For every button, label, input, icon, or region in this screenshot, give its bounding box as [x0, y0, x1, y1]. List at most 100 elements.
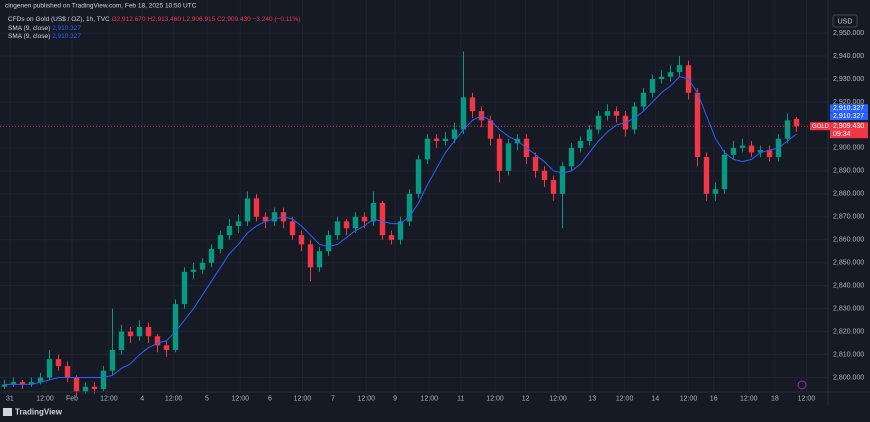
ohlc: O2,912.670 H2,913.460 L2,906.915 C2,909.…: [112, 16, 301, 23]
y-tick-label: 2,870.000: [833, 214, 864, 221]
sma-name: SMA (9, close): [8, 25, 50, 32]
sma-line: [4, 76, 797, 385]
legend-symbol: CFDs on Gold (US$ / OZ), 1h, TVC O2,912.…: [8, 16, 300, 23]
candle-body: [46, 359, 53, 378]
candle-body: [91, 386, 98, 390]
logo: [3, 408, 12, 416]
symbol-tag-label: GOLD: [812, 124, 830, 130]
candle-body: [10, 382, 17, 385]
candle-body: [442, 138, 449, 142]
candle-body: [262, 216, 269, 222]
candle-body: [298, 235, 305, 245]
candle-body: [649, 78, 656, 93]
x-tick-label: Feb: [66, 395, 78, 402]
currency: USD: [838, 18, 853, 25]
candle-body: [388, 235, 395, 240]
candle-body: [154, 336, 161, 346]
currency-box[interactable]: [832, 14, 858, 28]
candle-body: [316, 251, 323, 268]
sma-price-tag: [830, 112, 868, 121]
x-tick-label: 12:00: [100, 395, 118, 402]
legend-sma: SMA (9, close) 2,910.327: [8, 25, 81, 32]
countdown-label: 09:34: [833, 131, 851, 138]
candle-body: [55, 359, 62, 367]
candle-body: [577, 141, 584, 148]
candle-body: [469, 97, 476, 112]
x-tick-label: 12:00: [486, 395, 504, 402]
legend-sma: SMA (9, close) 2,910.327: [8, 33, 81, 40]
x-tick-label: 4: [140, 395, 144, 402]
candle-body: [136, 327, 143, 337]
sma-value: 2,910.327: [52, 33, 81, 40]
x-tick-label: 16: [710, 395, 718, 402]
x-tick-label: 12:00: [549, 395, 567, 402]
candle-body: [460, 97, 467, 130]
y-tick-label: 2,810.000: [833, 351, 864, 358]
y-tick-label: 2,880.000: [833, 191, 864, 198]
candle-body: [190, 269, 197, 272]
candle-body: [550, 180, 557, 194]
candle-body: [334, 221, 341, 236]
y-tick-label: 2,920.000: [833, 99, 864, 106]
candle-body: [406, 193, 413, 222]
candle-body: [217, 235, 224, 249]
candle-body: [667, 72, 674, 77]
x-tick-label: 12: [522, 395, 530, 402]
x-tick-label: 12:00: [680, 395, 698, 402]
x-tick-label: 12:00: [616, 395, 634, 402]
sma-price-label: 2,910.327: [833, 105, 864, 112]
x-tick-label: 7: [331, 395, 335, 402]
x-tick-label: 12:00: [740, 395, 758, 402]
candle-body: [244, 198, 251, 222]
candle-body: [235, 221, 242, 226]
y-tick-label: 2,840.000: [833, 283, 864, 290]
candle-body: [118, 331, 125, 350]
x-tick-label: 5: [205, 395, 209, 402]
sma-price-label: 2,910.327: [833, 113, 864, 120]
x-tick-label: 12:00: [36, 395, 54, 402]
candle-body: [748, 145, 755, 153]
candle-body: [730, 147, 737, 155]
candle-body: [757, 150, 764, 153]
candle-body: [424, 138, 431, 160]
event-icon[interactable]: [797, 380, 807, 390]
candle-body: [505, 143, 512, 171]
candle-body: [784, 120, 791, 139]
candle-body: [379, 203, 386, 236]
sma-value: 2,910.327: [52, 25, 81, 32]
candle-body: [604, 111, 611, 116]
candle-body: [82, 386, 89, 392]
candle-body: [199, 262, 206, 270]
x-tick-label: 31: [6, 395, 14, 402]
last-price-tag: [830, 122, 868, 139]
candle-body: [712, 189, 719, 194]
candle-body: [595, 115, 602, 130]
candle-body: [433, 138, 440, 142]
y-tick-label: 2,830.000: [833, 305, 864, 312]
candle-body: [271, 212, 278, 222]
candle-body: [172, 304, 179, 350]
x-tick-label: 11: [457, 395, 464, 402]
candle-body: [703, 157, 710, 194]
candle-body: [253, 198, 260, 217]
candle-body: [541, 170, 548, 181]
y-tick-label: 2,850.000: [833, 260, 864, 267]
candle-body: [487, 120, 494, 139]
candle-body: [451, 129, 458, 139]
x-tick-label: 14: [651, 395, 659, 402]
candle-body: [343, 221, 350, 229]
candle-body: [532, 157, 539, 171]
y-tick-label: 2,940.000: [833, 53, 864, 60]
candle-body: [64, 366, 71, 378]
x-tick-label: 12:00: [232, 395, 250, 402]
candle-body: [739, 145, 746, 148]
candle-body: [613, 111, 620, 116]
candle-body: [37, 377, 44, 383]
candle-body: [676, 65, 683, 73]
candle-body: [415, 159, 422, 194]
candle-body: [658, 76, 665, 79]
candle-body: [226, 225, 233, 236]
candle-body: [766, 150, 773, 158]
publisher: cingenen published on TradingView.com, F…: [5, 3, 197, 10]
